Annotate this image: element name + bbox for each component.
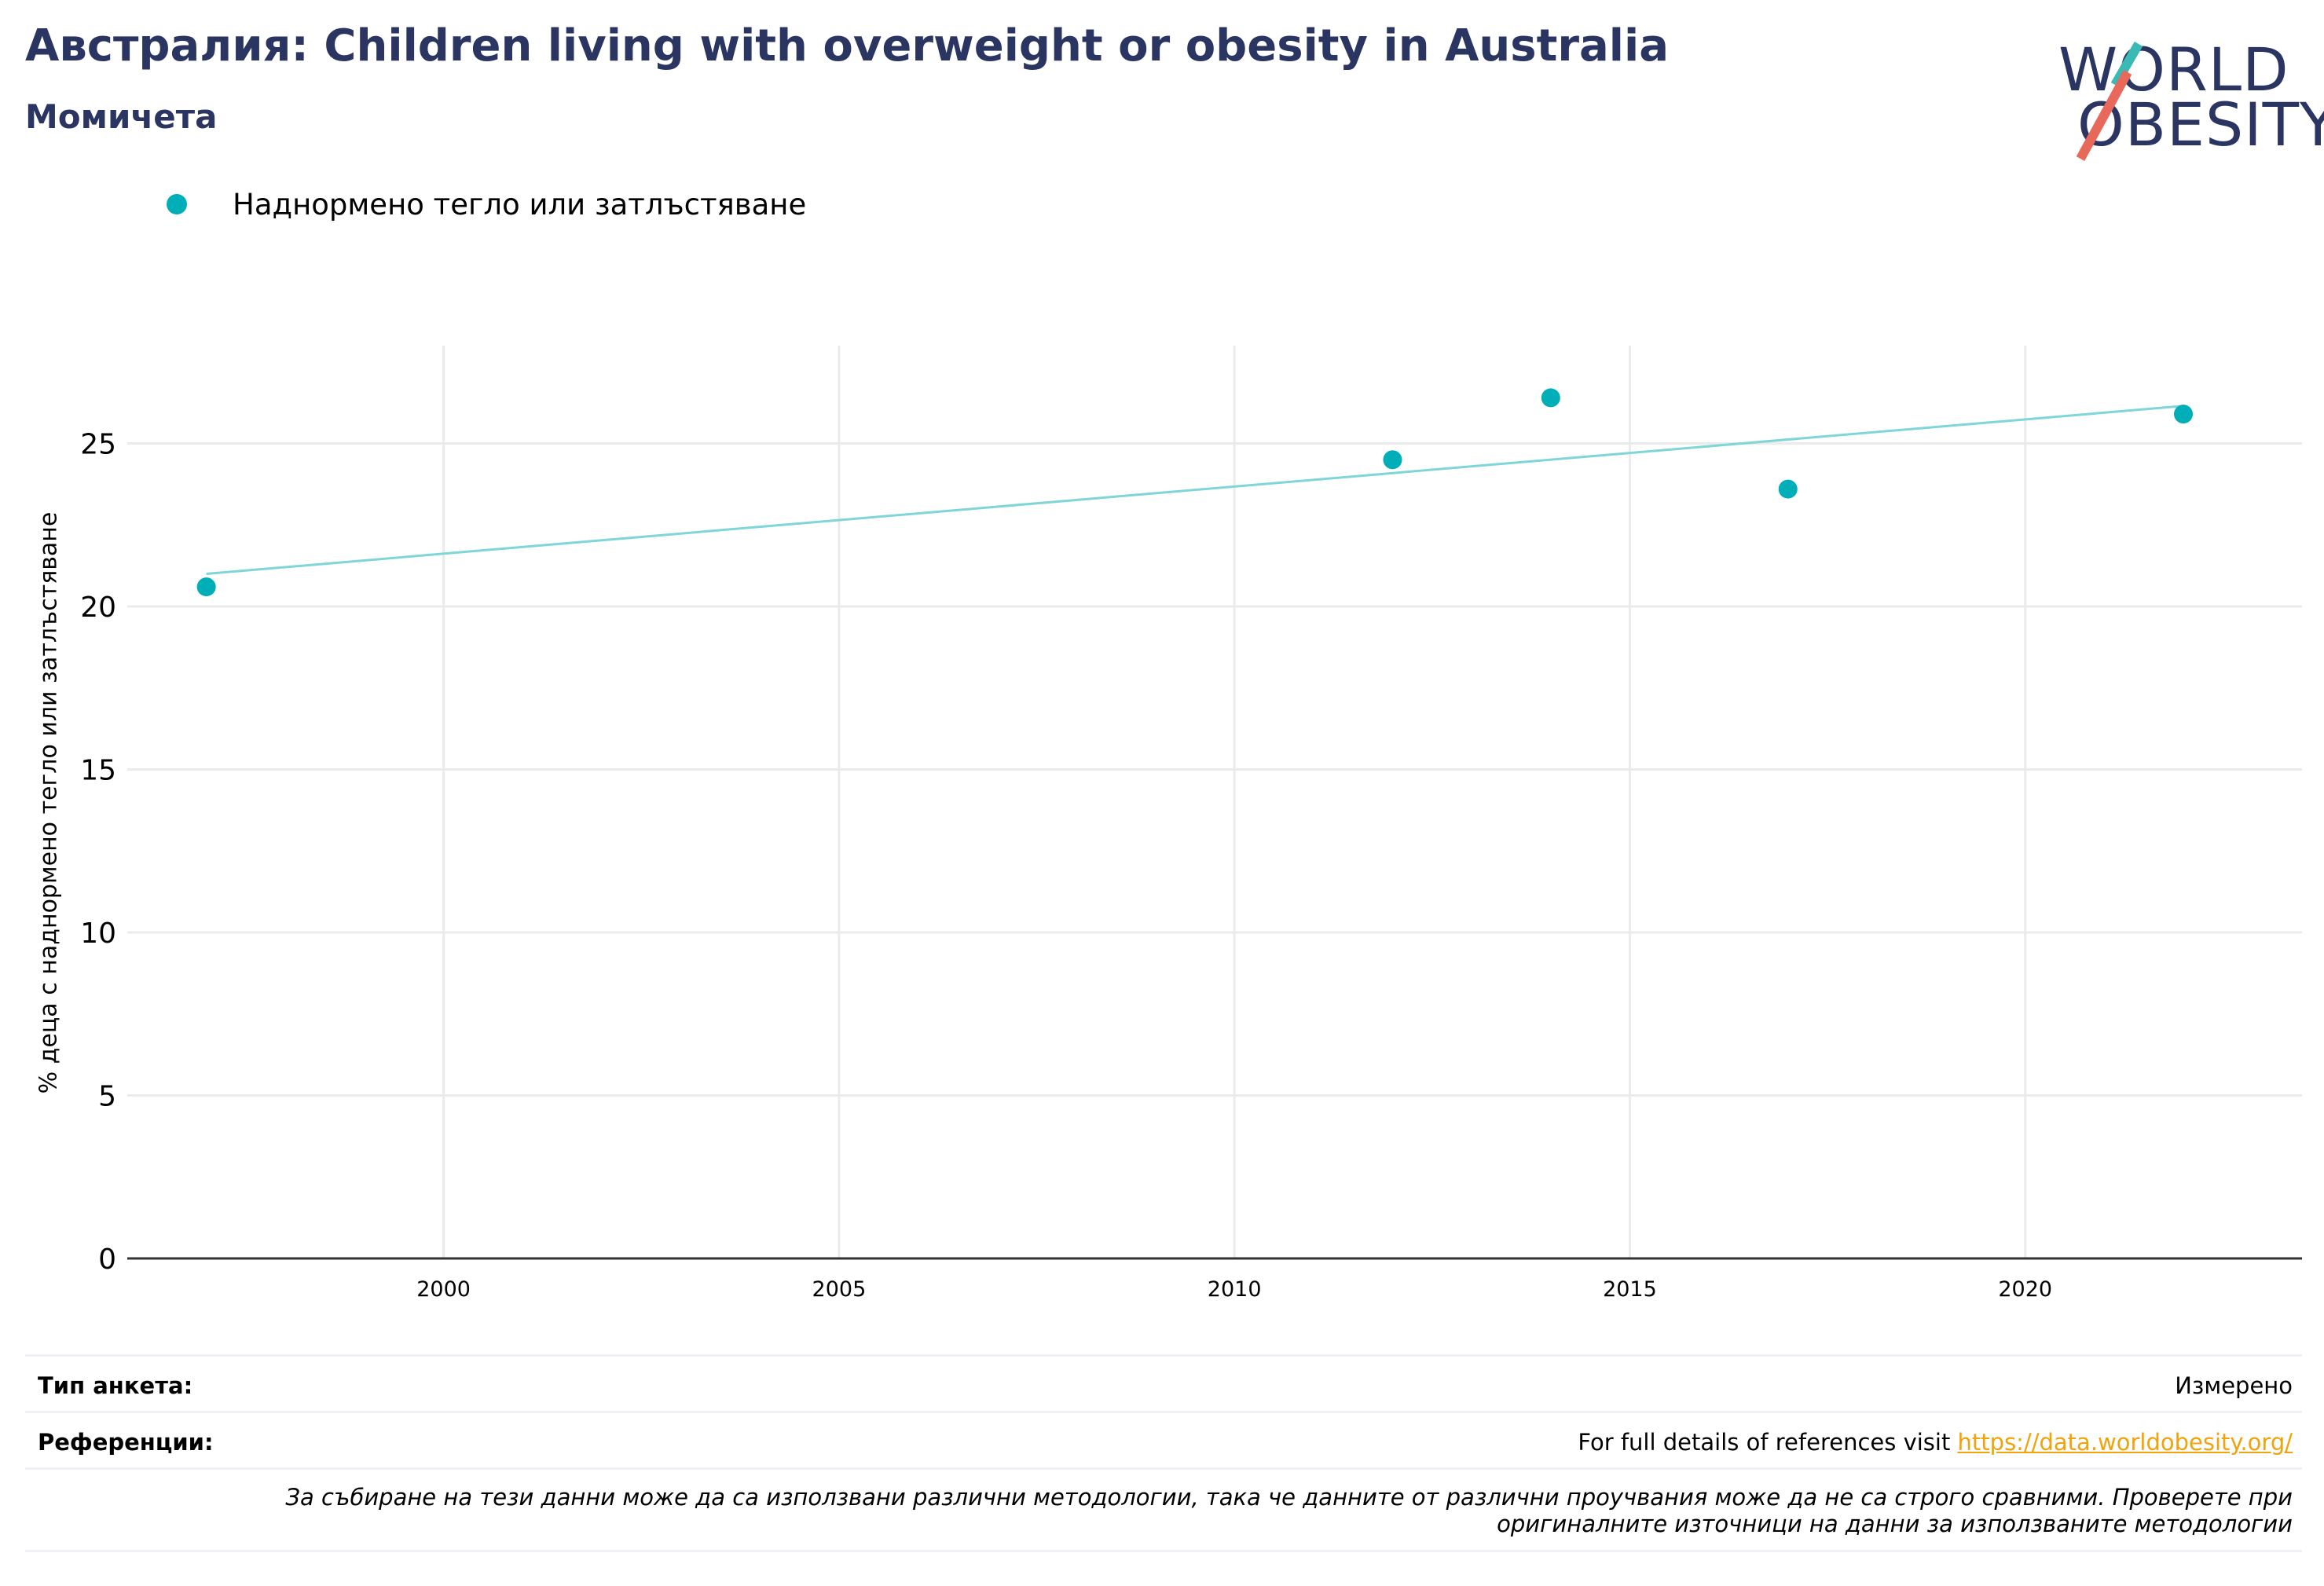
references-link[interactable]: https://data.worldobesity.org/ bbox=[1957, 1429, 2293, 1456]
chart-legend: Наднормено тегло или затлъстяване bbox=[167, 184, 806, 225]
grid-lines bbox=[127, 346, 2302, 1258]
tick-labels: 2000 2005 2010 2015 2020 0 5 10 15 20 25 bbox=[80, 429, 2052, 1302]
world-obesity-logo: WORLD OBESITY bbox=[2051, 24, 2324, 165]
y-tick-label: 5 bbox=[98, 1081, 116, 1113]
data-point-1997[interactable] bbox=[196, 577, 216, 597]
x-tick-label: 2015 bbox=[1603, 1277, 1657, 1302]
scatter-chart: 2000 2005 2010 2015 2020 0 5 10 15 20 25 bbox=[80, 346, 2302, 1302]
data-point-2014[interactable] bbox=[1541, 388, 1560, 408]
y-tick-label: 10 bbox=[80, 918, 116, 950]
trendline bbox=[206, 405, 2184, 575]
data-point-2017[interactable] bbox=[1778, 479, 1798, 499]
references-label: Референции: bbox=[38, 1429, 214, 1456]
legend-label: Наднормено тегло или затлъстяване bbox=[233, 187, 807, 222]
survey-type-value: Измерено bbox=[2175, 1372, 2293, 1399]
footer-references-row: Референции: For full details of referenc… bbox=[25, 1411, 2302, 1470]
y-tick-label: 0 bbox=[98, 1244, 116, 1276]
page-subtitle: Момичета bbox=[25, 97, 218, 136]
legend-marker-icon bbox=[167, 194, 187, 214]
y-tick-label: 20 bbox=[80, 592, 116, 624]
footer-note-row: За събиране на тези данни може да са изп… bbox=[25, 1467, 2302, 1552]
y-tick-label: 15 bbox=[80, 755, 116, 787]
x-tick-label: 2010 bbox=[1208, 1277, 1262, 1302]
logo-word-world: WORLD bbox=[2058, 35, 2289, 104]
x-tick-label: 2005 bbox=[812, 1277, 867, 1302]
page-title: Австралия: Children living with overweig… bbox=[25, 20, 1669, 71]
logo-word-obesity: OBESITY bbox=[2077, 90, 2324, 159]
logo-slash-icon bbox=[2076, 42, 2143, 161]
references-text: For full details of references visit bbox=[1578, 1429, 1958, 1456]
methodology-note: За събиране на тези данни може да са изп… bbox=[285, 1484, 2293, 1537]
y-tick-label: 25 bbox=[80, 429, 116, 461]
x-tick-label: 2020 bbox=[1998, 1277, 2052, 1302]
data-points bbox=[196, 388, 2194, 597]
references-value: For full details of references visit htt… bbox=[1578, 1429, 2293, 1456]
survey-type-label: Тип анкета: bbox=[38, 1372, 193, 1399]
x-tick-label: 2000 bbox=[416, 1277, 471, 1302]
data-point-2022[interactable] bbox=[2174, 405, 2194, 424]
data-point-2012[interactable] bbox=[1383, 450, 1402, 470]
trend-line bbox=[206, 405, 2184, 575]
footer-survey-type-row: Тип анкета: Измерено bbox=[25, 1354, 2302, 1413]
